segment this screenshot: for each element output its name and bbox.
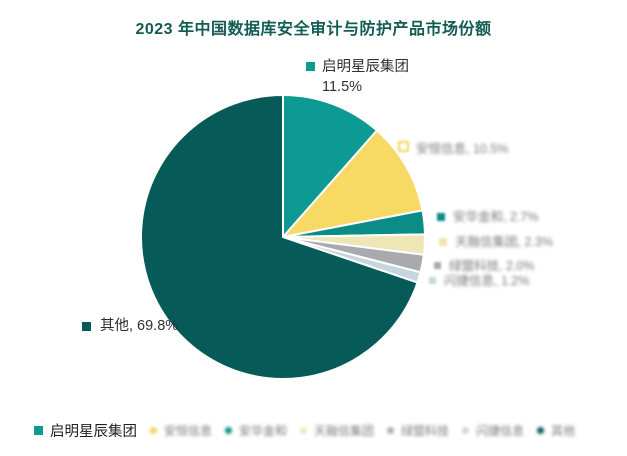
legend-label: 闪捷信息 xyxy=(476,424,525,438)
legend-swatch-icon xyxy=(462,427,470,434)
legend-label: 启明星辰集团 xyxy=(50,424,137,440)
callout-qiming: 启明星辰集团 11.5% xyxy=(306,57,409,97)
chart-legend: 启明星辰集团 安恒信息 安华金和 天融信集团 绿盟科技 闪捷信息 其他 xyxy=(34,420,575,441)
callout-lvmeng-label: 绿盟科技, 2.0% xyxy=(449,259,535,273)
callout-tianrongxin-label: 天融信集团, 2.3% xyxy=(455,235,553,249)
legend-swatch-icon xyxy=(300,427,308,434)
legend-swatch-icon xyxy=(150,427,157,434)
legend-label: 安华金和 xyxy=(239,424,288,438)
legend-item-qiming: 启明星辰集团 xyxy=(34,420,137,441)
pie-slice-1 xyxy=(282,129,424,238)
callout-anhua: 安华金和, 2.7% xyxy=(437,210,538,224)
callout-anheng-label: 安恒信息, 10.5% xyxy=(416,142,509,156)
legend-swatch-icon xyxy=(82,322,91,331)
legend-item-anheng: 安恒信息 xyxy=(150,422,212,439)
legend-swatch-icon xyxy=(398,141,409,152)
callout-anheng: 安恒信息, 10.5% xyxy=(398,141,508,156)
pie-slice-0 xyxy=(282,94,378,238)
legend-swatch-icon xyxy=(429,277,436,284)
legend-swatch-icon xyxy=(225,427,233,434)
legend-swatch-icon xyxy=(306,62,315,71)
legend-swatch-icon xyxy=(387,427,395,434)
legend-item-lvmeng: 绿盟科技 xyxy=(387,422,449,439)
chart-title: 2023 年中国数据库安全审计与防护产品市场份额 xyxy=(135,21,492,38)
legend-label: 其他 xyxy=(551,424,576,438)
callout-qita-label: 其他, 69.8% xyxy=(100,318,179,334)
callout-anhua-label: 安华金和, 2.7% xyxy=(453,210,539,224)
pie-slice-6 xyxy=(140,94,419,380)
legend-swatch-icon xyxy=(537,427,545,434)
legend-label: 天融信集团 xyxy=(314,424,375,438)
callout-qiming-value: 11.5% xyxy=(322,79,363,95)
legend-swatch-icon xyxy=(437,213,445,221)
legend-swatch-icon xyxy=(439,238,447,246)
callout-tianrongxin: 天融信集团, 2.3% xyxy=(439,235,553,249)
legend-item-anhua: 安华金和 xyxy=(225,422,287,439)
callout-shanjie: 闪捷信息, 1.2% xyxy=(429,274,529,288)
callout-shanjie-label: 闪捷信息, 1.2% xyxy=(444,274,530,288)
legend-swatch-icon xyxy=(34,426,43,435)
legend-item-qita: 其他 xyxy=(537,422,575,439)
legend-swatch-icon xyxy=(434,262,441,269)
legend-label: 安恒信息 xyxy=(164,424,213,438)
callout-lvmeng: 绿盟科技, 2.0% xyxy=(434,259,534,273)
legend-label: 绿盟科技 xyxy=(401,424,450,438)
legend-item-tianrongxin: 天融信集团 xyxy=(300,422,374,439)
callout-qita: 其他, 69.8% xyxy=(82,318,178,335)
callout-qiming-name: 启明星辰集团 xyxy=(322,59,409,75)
legend-item-shanjie: 闪捷信息 xyxy=(462,422,524,439)
